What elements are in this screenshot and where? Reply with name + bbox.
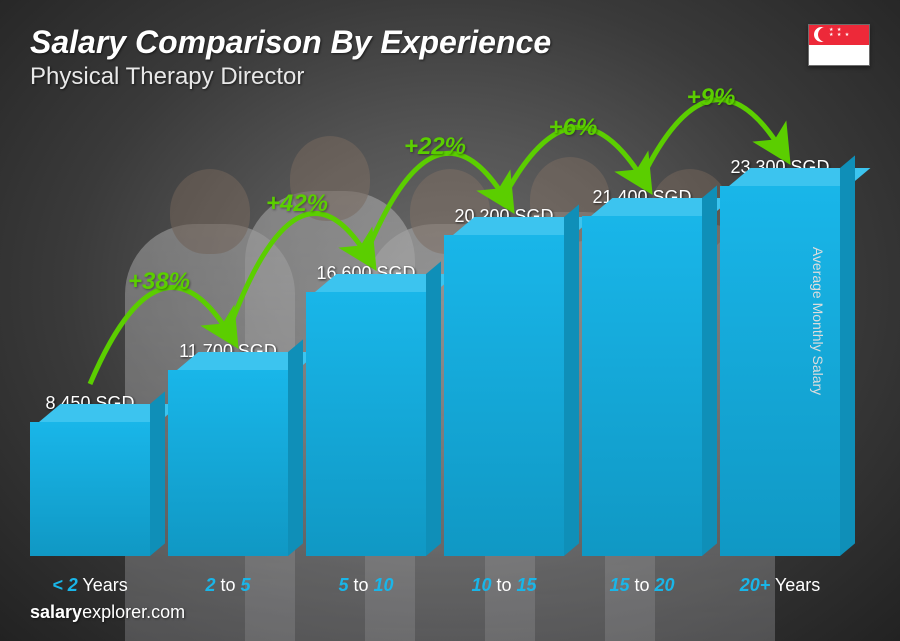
footer-brand: salaryexplorer.com	[30, 602, 870, 623]
x-label-2: 5 to 10	[306, 575, 426, 596]
header: Salary Comparison By Experience Physical…	[30, 24, 870, 91]
footer-brand-bold: salary	[30, 602, 82, 622]
x-label-1: 2 to 5	[168, 575, 288, 596]
bars-row: 8,450 SGD11,700 SGD16,600 SGD20,200 SGD2…	[30, 136, 840, 556]
bar-0: 8,450 SGD	[30, 393, 150, 556]
y-axis-label: Average Monthly Salary	[810, 246, 826, 394]
chart-container: Salary Comparison By Experience Physical…	[0, 0, 900, 641]
x-label-5: 20+ Years	[720, 575, 840, 596]
bar-4: 21,400 SGD	[582, 187, 702, 556]
bar-1: 11,700 SGD	[168, 341, 288, 556]
bar-2: 16,600 SGD	[306, 263, 426, 556]
title-block: Salary Comparison By Experience Physical…	[30, 24, 551, 91]
x-label-3: 10 to 15	[444, 575, 564, 596]
bar-3: 20,200 SGD	[444, 206, 564, 556]
flag-singapore-icon: ★ ★★ ★ ★	[808, 24, 870, 66]
chart-area: +38%+42%+22%+6%+9% 8,450 SGD11,700 SGD16…	[30, 101, 870, 596]
page-title: Salary Comparison By Experience	[30, 24, 551, 61]
footer-brand-rest: explorer.com	[82, 602, 185, 622]
increase-label-4: +9%	[687, 84, 736, 111]
x-label-0: < 2 Years	[30, 575, 150, 596]
x-label-4: 15 to 20	[582, 575, 702, 596]
page-subtitle: Physical Therapy Director	[30, 63, 551, 91]
x-axis-labels: < 2 Years 2 to 5 5 to 10 10 to 15 15 to 20 20…	[30, 575, 840, 596]
